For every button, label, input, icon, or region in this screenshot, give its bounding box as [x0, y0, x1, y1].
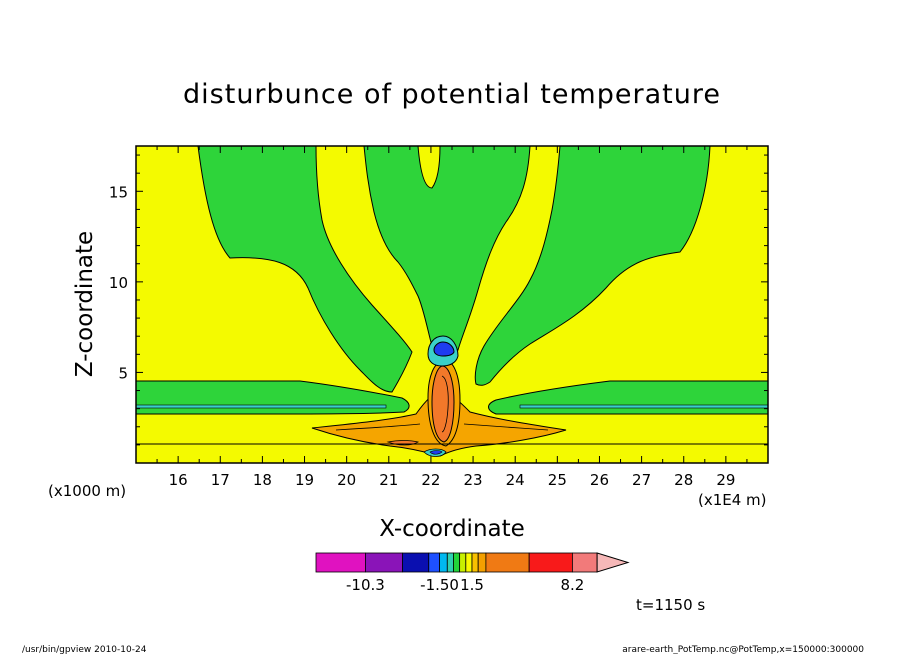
y-tick-label: 15 — [109, 183, 128, 201]
contour-line-lower-left — [335, 423, 421, 431]
contour-line-lower-right — [463, 423, 549, 431]
colorbar-segment — [446, 552, 454, 573]
chart-title: disturbunce of potential temperature — [183, 79, 721, 110]
contour-fill-bottom-blue — [429, 450, 443, 455]
y-unit-note: (x1000 m) — [48, 482, 126, 500]
colorbar — [315, 552, 630, 573]
contour-fill-cyan-strip-right — [519, 404, 768, 409]
colorbar-segment — [365, 552, 403, 573]
footer-left: /usr/bin/gpview 2010-10-24 — [22, 645, 147, 654]
colorbar-segment — [453, 552, 461, 573]
time-annotation: t=1150 s — [636, 596, 705, 614]
x-tick-label: 17 — [211, 471, 230, 489]
colorbar-tick-label: 1.5 — [460, 576, 484, 594]
x-axis: 16 17 18 19 20 21 22 23 24 25 26 27 28 29 — [135, 146, 769, 489]
colorbar-segment — [402, 552, 430, 573]
colorbar-segment — [571, 552, 598, 573]
contour-fill-blue-cap — [433, 341, 455, 357]
colorbar-segment — [471, 552, 479, 573]
colorbar-segment — [465, 552, 473, 573]
contour-fill-green-right-plume — [474, 146, 711, 386]
colorbar-tick-label: -10.3 — [346, 576, 385, 594]
x-tick-label: 20 — [337, 471, 356, 489]
x-tick-label: 29 — [716, 471, 735, 489]
x-tick-label: 25 — [548, 471, 567, 489]
x-tick-label: 28 — [674, 471, 693, 489]
footer-right: arare-earth_PotTemp.nc@PotTemp,x=150000:… — [622, 645, 864, 654]
y-tick-label: 10 — [109, 274, 128, 292]
contour-fill-cyan-strip-left — [136, 404, 387, 409]
x-unit-note: (x1E4 m) — [698, 491, 767, 509]
colorbar-segment — [428, 552, 440, 573]
x-tick-label: 26 — [590, 471, 609, 489]
plot-area — [136, 146, 768, 463]
colorbar-arrow — [596, 552, 630, 573]
colorbar-segment — [528, 552, 573, 573]
x-tick-label: 27 — [632, 471, 651, 489]
y-axis: 5 10 15 — [109, 154, 768, 446]
colorbar-labels: -10.3 -1.50 1.5 8.2 — [346, 576, 584, 594]
colorbar-segment — [315, 552, 366, 573]
colorbar-segment — [477, 552, 487, 573]
x-tick-label: 19 — [295, 471, 314, 489]
y-tick-label: 5 — [118, 364, 128, 382]
contour-line-core-inner — [441, 375, 449, 433]
colorbar-segment — [439, 552, 448, 573]
colorbar-segment — [459, 552, 467, 573]
x-tick-label: 18 — [253, 471, 272, 489]
colorbar-segment — [485, 552, 530, 573]
x-tick-label: 21 — [379, 471, 398, 489]
y-axis-label: Z-coordinate — [72, 231, 98, 377]
x-tick-label: 16 — [169, 471, 188, 489]
x-tick-label: 24 — [506, 471, 525, 489]
colorbar-tick-label: 8.2 — [560, 576, 584, 594]
x-axis-label: X-coordinate — [379, 516, 525, 542]
contour-fill-yellow-notch — [417, 146, 441, 189]
contour-fill-central-column-core — [431, 365, 455, 443]
contour-fill-green-left-plume — [197, 146, 413, 393]
x-tick-label: 23 — [464, 471, 483, 489]
colorbar-tick-label: -1.50 — [420, 576, 459, 594]
x-tick-label: 22 — [421, 471, 440, 489]
